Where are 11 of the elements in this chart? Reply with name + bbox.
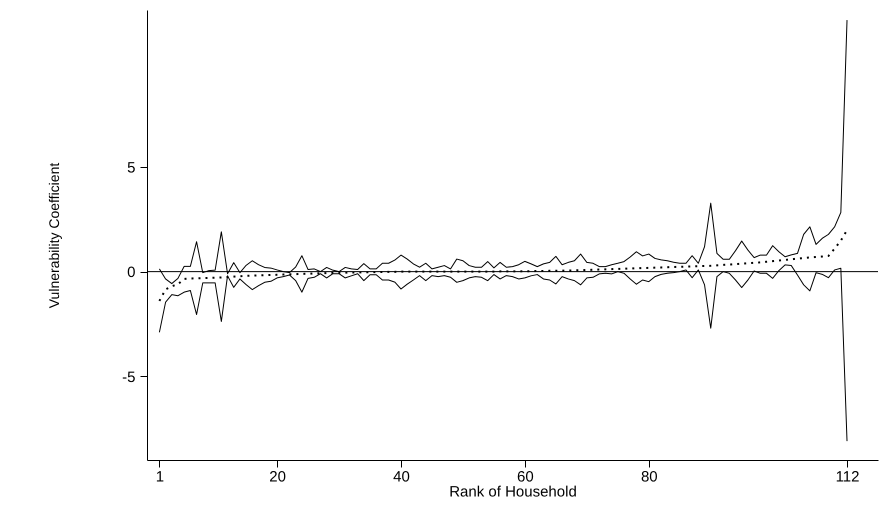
y-tick-label: 0: [127, 264, 136, 282]
x-tick-label: 1: [156, 468, 164, 486]
x-tick-label: 40: [393, 468, 410, 486]
x-tick-label: 80: [640, 468, 658, 486]
x-tick-label: 60: [517, 468, 534, 486]
y-tick-label: 5: [127, 159, 136, 176]
y-axis-title: Vulnerability Coefficient: [46, 162, 62, 308]
x-tick-label: 20: [269, 468, 286, 486]
y-tick-label: -5: [122, 368, 136, 386]
x-tick-label: 112: [836, 468, 860, 486]
x-axis-title: Rank of Household: [449, 484, 577, 500]
